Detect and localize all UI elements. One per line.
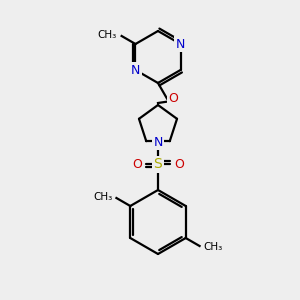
Text: N: N — [176, 38, 185, 50]
Text: CH₃: CH₃ — [98, 30, 117, 40]
Text: S: S — [154, 157, 162, 171]
Text: O: O — [168, 92, 178, 105]
Text: CH₃: CH₃ — [93, 192, 112, 202]
Text: CH₃: CH₃ — [204, 242, 223, 252]
Text: N: N — [153, 136, 163, 149]
Text: O: O — [174, 158, 184, 171]
Text: O: O — [132, 158, 142, 171]
Text: N: N — [131, 64, 140, 76]
